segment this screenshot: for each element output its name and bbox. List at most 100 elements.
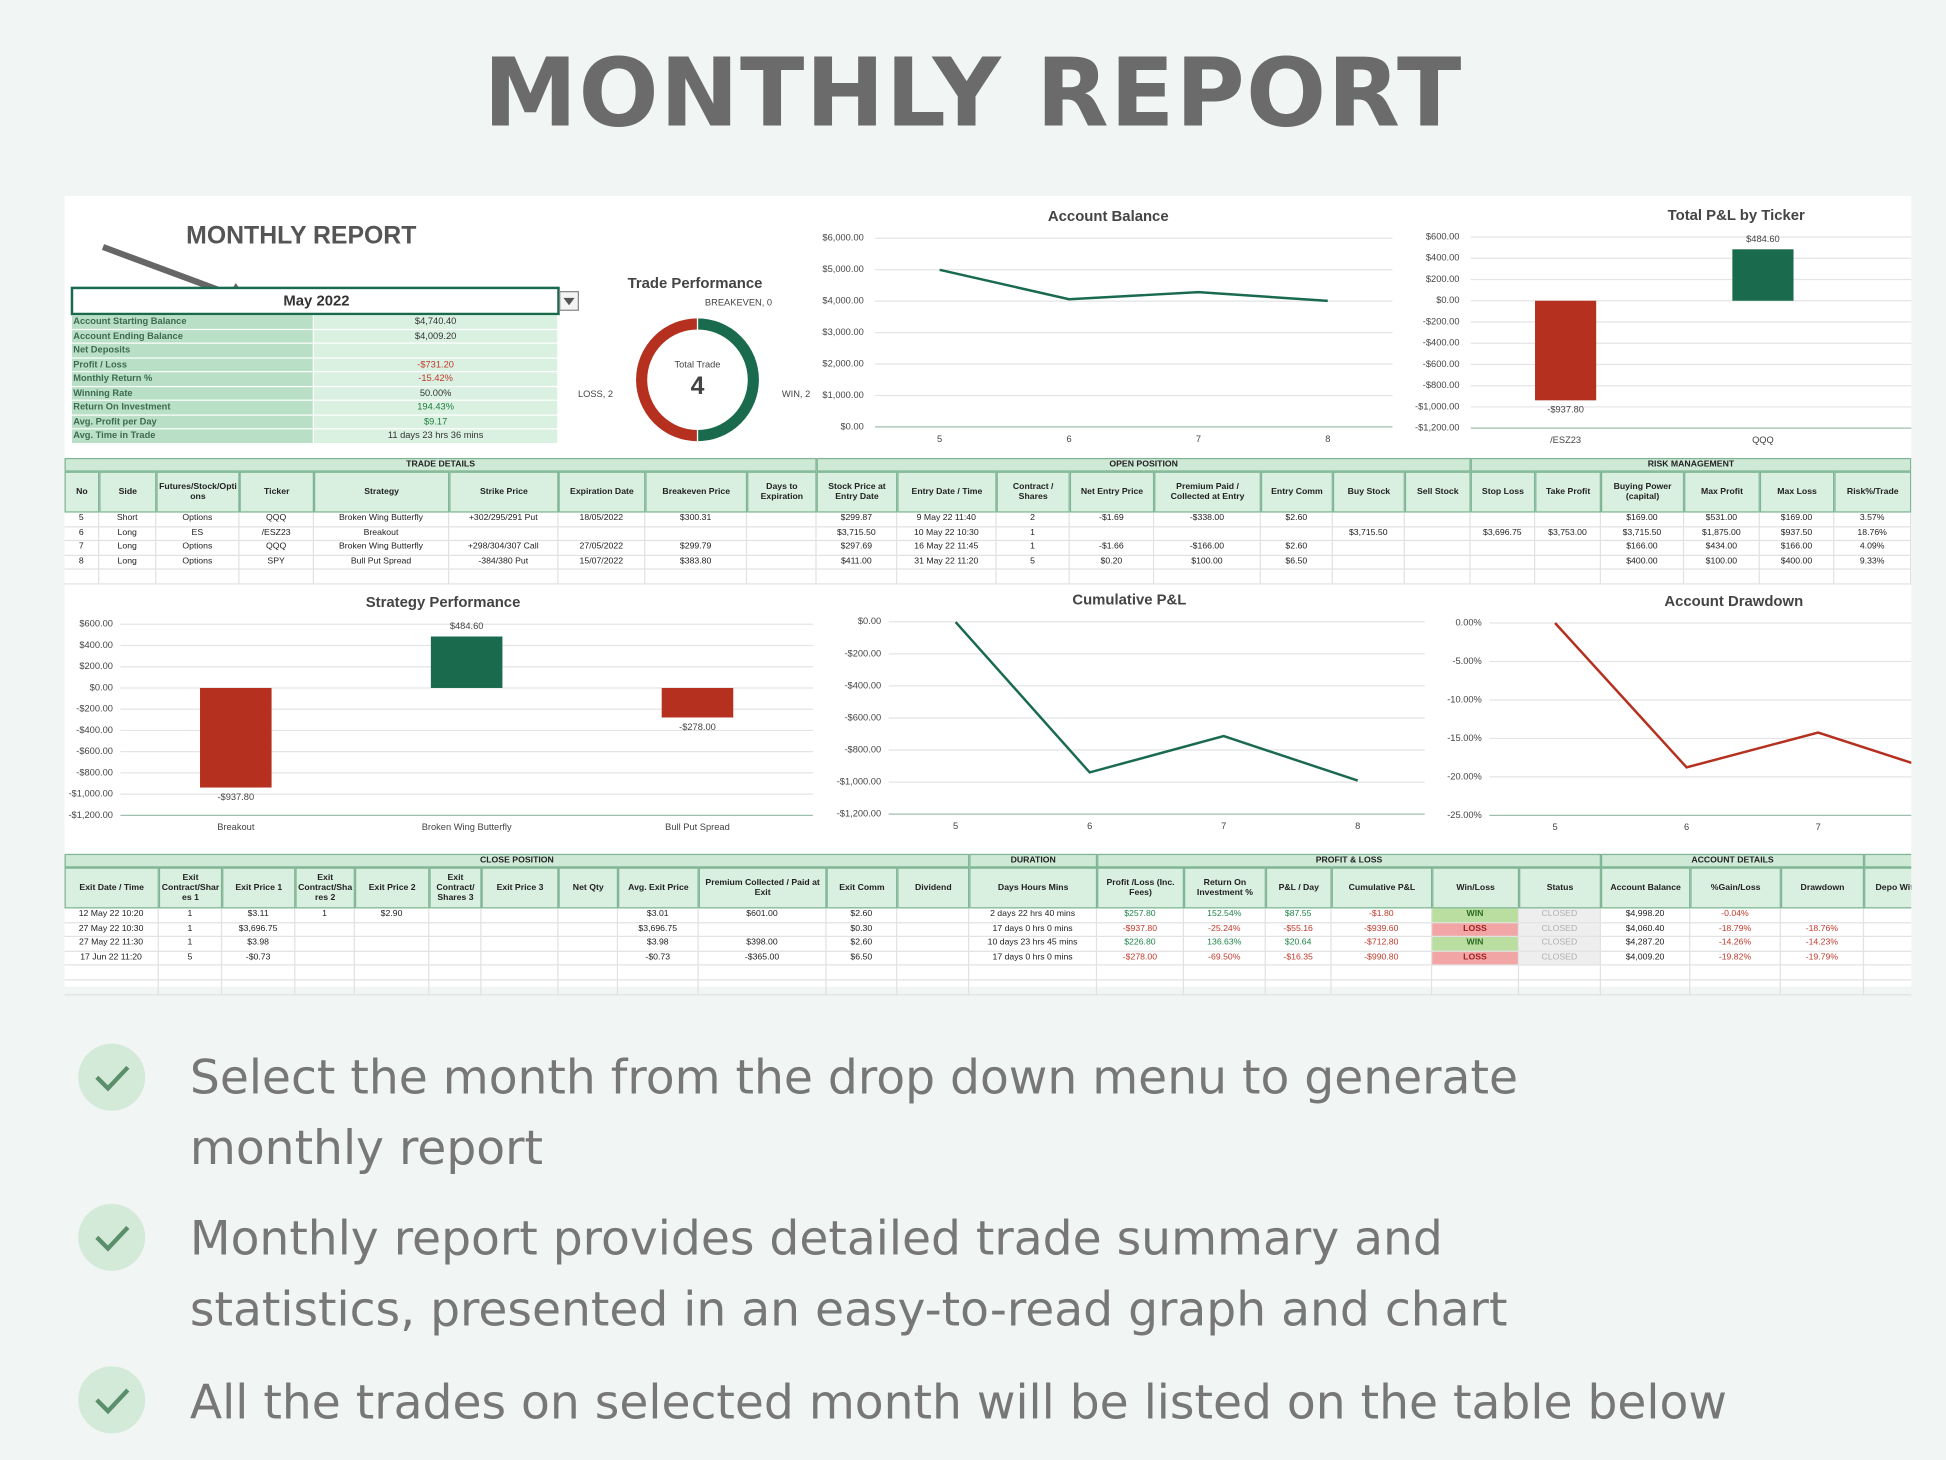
column-header: Exit Date / Time xyxy=(64,867,159,909)
y-tick-label: $0.00 xyxy=(90,682,113,692)
month-selected[interactable]: May 2022 xyxy=(283,294,349,310)
column-header: Side xyxy=(99,471,157,513)
table-cell xyxy=(1097,966,1184,981)
table-cell xyxy=(1404,526,1471,542)
table-cell: QQQ xyxy=(239,512,314,527)
table-cell xyxy=(1600,966,1691,981)
column-header: Exit Contract/ Shares 3 xyxy=(429,867,482,909)
table-cell xyxy=(1470,541,1536,556)
y-tick-label: -$400.00 xyxy=(844,680,881,690)
x-tick-label: 7 xyxy=(1816,822,1821,832)
table-cell xyxy=(1404,569,1471,584)
bullet-text: monthly report xyxy=(189,1120,544,1176)
table-cell xyxy=(1690,966,1781,981)
table-cell: $2.90 xyxy=(354,908,430,923)
column-header: Strike Price xyxy=(449,471,559,513)
column-header: Exit Comm xyxy=(826,867,898,909)
table-cell: 9.33% xyxy=(1834,555,1912,570)
group-header: TRADE DETAILS xyxy=(64,457,817,472)
table-cell xyxy=(295,951,355,967)
table-cell: Short xyxy=(99,512,157,527)
table-cell: 12 May 22 10:20 xyxy=(64,908,159,923)
table-cell xyxy=(1519,966,1601,981)
summary-label: Profit / Loss xyxy=(71,358,314,373)
pie-label: LOSS, 2 xyxy=(578,389,613,399)
table-cell: $937.50 xyxy=(1759,526,1835,542)
table-cell xyxy=(897,951,970,967)
table-cell xyxy=(1332,512,1405,527)
table-cell xyxy=(481,966,559,981)
table-cell: Long xyxy=(99,541,157,556)
table-cell: $299.87 xyxy=(816,512,898,527)
table-cell xyxy=(354,937,430,952)
check-circle xyxy=(78,1043,146,1111)
y-tick-label: -$1,200.00 xyxy=(837,809,881,819)
summary-value: 50.00% xyxy=(313,386,559,401)
table-cell: -14.26% xyxy=(1690,937,1781,952)
chart-title: Trade Performance xyxy=(628,276,763,292)
table-cell xyxy=(1470,555,1536,570)
table-cell: Bull Put Spread xyxy=(313,555,450,570)
table-cell: CLOSED xyxy=(1519,937,1601,952)
table-cell xyxy=(449,569,559,584)
column-header: Stock Price at Entry Date xyxy=(816,471,898,513)
check-circle xyxy=(78,1366,146,1434)
month-dropdown[interactable] xyxy=(70,286,560,316)
bar-value-label: -$278.00 xyxy=(679,722,716,732)
column-header: Take Profit xyxy=(1535,471,1601,513)
y-tick-label: $0.00 xyxy=(858,616,881,626)
table-cell xyxy=(1759,569,1835,584)
column-header: Buying Power (capital) xyxy=(1600,471,1685,513)
table-cell xyxy=(897,908,970,923)
table-cell: 152.54% xyxy=(1183,908,1266,923)
table-cell xyxy=(558,951,619,967)
table-cell xyxy=(1260,569,1333,584)
table-cell xyxy=(1864,952,1912,967)
table-cell xyxy=(354,980,430,995)
y-tick-label: -$200.00 xyxy=(76,704,113,714)
pie-label: WIN, 2 xyxy=(782,389,810,399)
table-cell xyxy=(64,980,159,995)
column-header: No xyxy=(64,471,100,513)
table-cell xyxy=(481,980,559,995)
group-header: PROFIT & LOSS xyxy=(1097,853,1601,868)
table-cell xyxy=(1780,980,1865,995)
table-cell: 27 May 22 11:30 xyxy=(64,937,159,952)
table-cell: Options xyxy=(156,512,240,527)
column-header: Days Hours Mins xyxy=(969,867,1098,909)
table-cell xyxy=(429,966,482,981)
table-cell: $434.00 xyxy=(1684,541,1760,556)
table-cell: $297.69 xyxy=(816,541,898,556)
table-cell xyxy=(826,980,898,995)
table-cell xyxy=(1834,569,1912,584)
x-tick-label: 8 xyxy=(1355,821,1360,831)
table-cell xyxy=(481,951,559,967)
line-series xyxy=(1554,622,1912,769)
column-header: Strategy xyxy=(313,471,450,513)
y-tick-label: $200.00 xyxy=(1426,274,1460,284)
table-cell: 1 xyxy=(295,908,355,923)
group-header: OPEN POSITION xyxy=(816,457,1471,472)
summary-label: Avg. Profit per Day xyxy=(71,415,314,430)
summary-value: 194.43% xyxy=(313,400,559,416)
table-cell xyxy=(558,908,619,923)
table-cell xyxy=(1535,569,1601,584)
table-cell xyxy=(354,966,430,981)
table-cell: -$338.00 xyxy=(1154,512,1261,527)
bar xyxy=(1732,249,1794,301)
table-cell xyxy=(698,966,827,981)
bullet-text: Select the month from the drop down menu… xyxy=(189,1049,1518,1105)
table-cell: $3,715.50 xyxy=(1332,526,1405,542)
table-cell: $100.00 xyxy=(1154,555,1261,570)
panel-title: MONTHLY REPORT xyxy=(186,223,416,250)
table-cell: 6 xyxy=(64,526,100,542)
y-tick-label: -$1,200.00 xyxy=(1415,423,1459,433)
bar xyxy=(430,636,503,688)
column-header: Expiration Date xyxy=(558,471,646,513)
table-cell xyxy=(897,966,970,981)
table-cell: 5 xyxy=(158,951,223,967)
column-header: Dividend xyxy=(897,867,970,909)
